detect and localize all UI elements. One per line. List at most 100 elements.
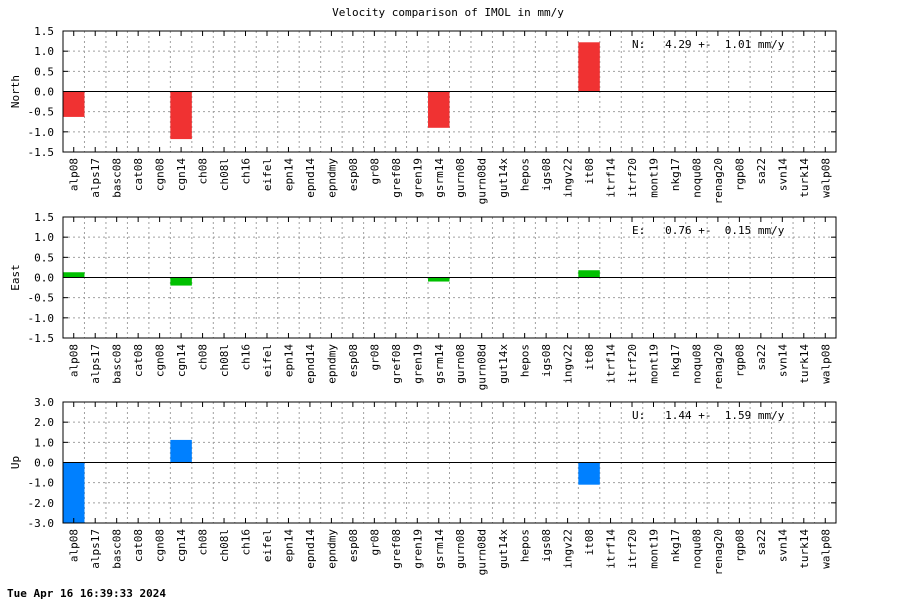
y-tick-label: -1.0 [28, 312, 55, 325]
x-tick-label: gsrm14 [433, 529, 446, 569]
y-tick-label: 1.5 [34, 211, 54, 224]
x-tick-label: epn14 [282, 529, 295, 562]
x-tick-label: noqu08 [690, 529, 703, 569]
x-tick-label: gref08 [390, 158, 403, 198]
x-tick-label: noqu08 [690, 158, 703, 198]
y-axis-label: North [9, 75, 22, 108]
x-tick-label: svn14 [776, 344, 789, 377]
x-tick-label: cgn08 [154, 344, 167, 377]
x-tick-label: gut14x [497, 529, 510, 569]
x-tick-label: ingv22 [562, 158, 575, 198]
x-tick-label: gurn08d [476, 344, 489, 390]
x-tick-label: eifel [261, 344, 274, 377]
x-tick-label: igs08 [540, 158, 553, 191]
x-tick-label: alps17 [89, 158, 102, 198]
velocity-annotation: U: 1.44 +- 1.59 mm/y [632, 409, 785, 422]
x-tick-label: gren19 [411, 158, 424, 198]
y-tick-label: 0.5 [34, 65, 54, 78]
x-tick-label: renag20 [712, 344, 725, 390]
y-tick-label: 0.0 [34, 272, 54, 285]
x-tick-label: sa22 [755, 529, 768, 556]
x-tick-label: alps17 [89, 344, 102, 384]
x-tick-label: gref08 [390, 344, 403, 384]
y-tick-label: 1.0 [34, 231, 54, 244]
x-tick-label: gr08 [368, 344, 381, 371]
y-axis-label: Up [9, 456, 22, 469]
x-tick-label: svn14 [776, 158, 789, 191]
x-tick-label: sa22 [755, 344, 768, 371]
x-tick-label: sa22 [755, 158, 768, 185]
y-tick-label: -0.5 [28, 292, 55, 305]
x-tick-label: mont19 [647, 344, 660, 384]
x-tick-label: turk14 [798, 158, 811, 198]
x-tick-label: ch16 [240, 158, 253, 185]
x-tick-label: walp08 [819, 529, 832, 569]
x-tick-label: epn14 [282, 344, 295, 377]
x-tick-label: igs08 [540, 344, 553, 377]
x-tick-label: basc08 [111, 529, 124, 569]
x-tick-label: itrf20 [626, 344, 639, 384]
x-tick-label: turk14 [798, 344, 811, 384]
x-tick-label: cat08 [132, 344, 145, 377]
x-tick-label: gurn08 [454, 529, 467, 569]
x-tick-label: nkg17 [669, 344, 682, 377]
plot-frame [62, 30, 837, 153]
x-tick-label: gsrm14 [433, 344, 446, 384]
x-tick-label: nkg17 [669, 529, 682, 562]
bar-cgn14 [170, 439, 192, 463]
y-tick-label: -3.0 [28, 517, 55, 530]
x-tick-label: turk14 [798, 529, 811, 569]
x-tick-label: ch08l [218, 344, 231, 377]
plot-frame [62, 216, 837, 339]
x-tick-label: epnd14 [304, 529, 317, 569]
x-tick-label: eifel [261, 529, 274, 562]
x-tick-label: eifel [261, 158, 274, 191]
x-tick-label: rgp08 [733, 158, 746, 191]
x-tick-label: cat08 [132, 529, 145, 562]
x-tick-label: gut14x [497, 158, 510, 198]
x-tick-label: gurn08 [454, 344, 467, 384]
x-tick-label: ch08 [197, 529, 210, 556]
x-tick-label: hepos [519, 344, 532, 377]
x-tick-label: cgn14 [175, 529, 188, 562]
x-tick-label: gsrm14 [433, 158, 446, 198]
x-tick-label: cat08 [132, 158, 145, 191]
bar-cgn14 [170, 277, 192, 286]
x-tick-label: noqu08 [690, 344, 703, 384]
y-tick-label: 1.0 [34, 436, 54, 449]
x-tick-label: gr08 [368, 158, 381, 185]
x-tick-label: ch08 [197, 344, 210, 371]
x-tick-label: epnd14 [304, 158, 317, 198]
x-tick-label: ch16 [240, 529, 253, 556]
x-tick-label: ch08l [218, 158, 231, 191]
y-tick-label: -1.0 [28, 477, 55, 490]
x-tick-label: epndmy [325, 529, 338, 569]
x-tick-label: epndmy [325, 344, 338, 384]
x-tick-label: basc08 [111, 158, 124, 198]
panels: -1.5 -1.0 -0.5 0.0 0.5 1.0 1.5 alp08 alps17 basc0… [9, 25, 837, 575]
x-tick-label: esp08 [347, 344, 360, 377]
x-tick-label: epn14 [282, 158, 295, 191]
x-tick-label: renag20 [712, 529, 725, 575]
y-tick-label: -2.0 [28, 497, 55, 510]
bar-alp08 [63, 462, 85, 523]
x-tick-label: ingv22 [562, 529, 575, 569]
y-tick-label: 1.0 [34, 45, 54, 58]
x-tick-label: epnd14 [304, 344, 317, 384]
bar-it08 [578, 42, 600, 92]
y-tick-label: 0.5 [34, 251, 54, 264]
x-tick-label: mont19 [647, 158, 660, 198]
y-tick-label: -1.5 [28, 146, 55, 159]
x-tick-label: esp08 [347, 158, 360, 191]
timestamp: Tue Apr 16 16:39:33 2024 [7, 587, 166, 600]
bar-alp08 [63, 91, 85, 117]
x-tick-label: esp08 [347, 529, 360, 562]
x-tick-label: nkg17 [669, 158, 682, 191]
x-tick-label: gren19 [411, 529, 424, 569]
bar-cgn14 [170, 91, 192, 140]
x-tick-label: it08 [583, 158, 596, 185]
x-tick-label: it08 [583, 529, 596, 556]
x-tick-label: alps17 [89, 529, 102, 569]
bar-gsrm14 [428, 277, 450, 282]
x-tick-label: gref08 [390, 529, 403, 569]
